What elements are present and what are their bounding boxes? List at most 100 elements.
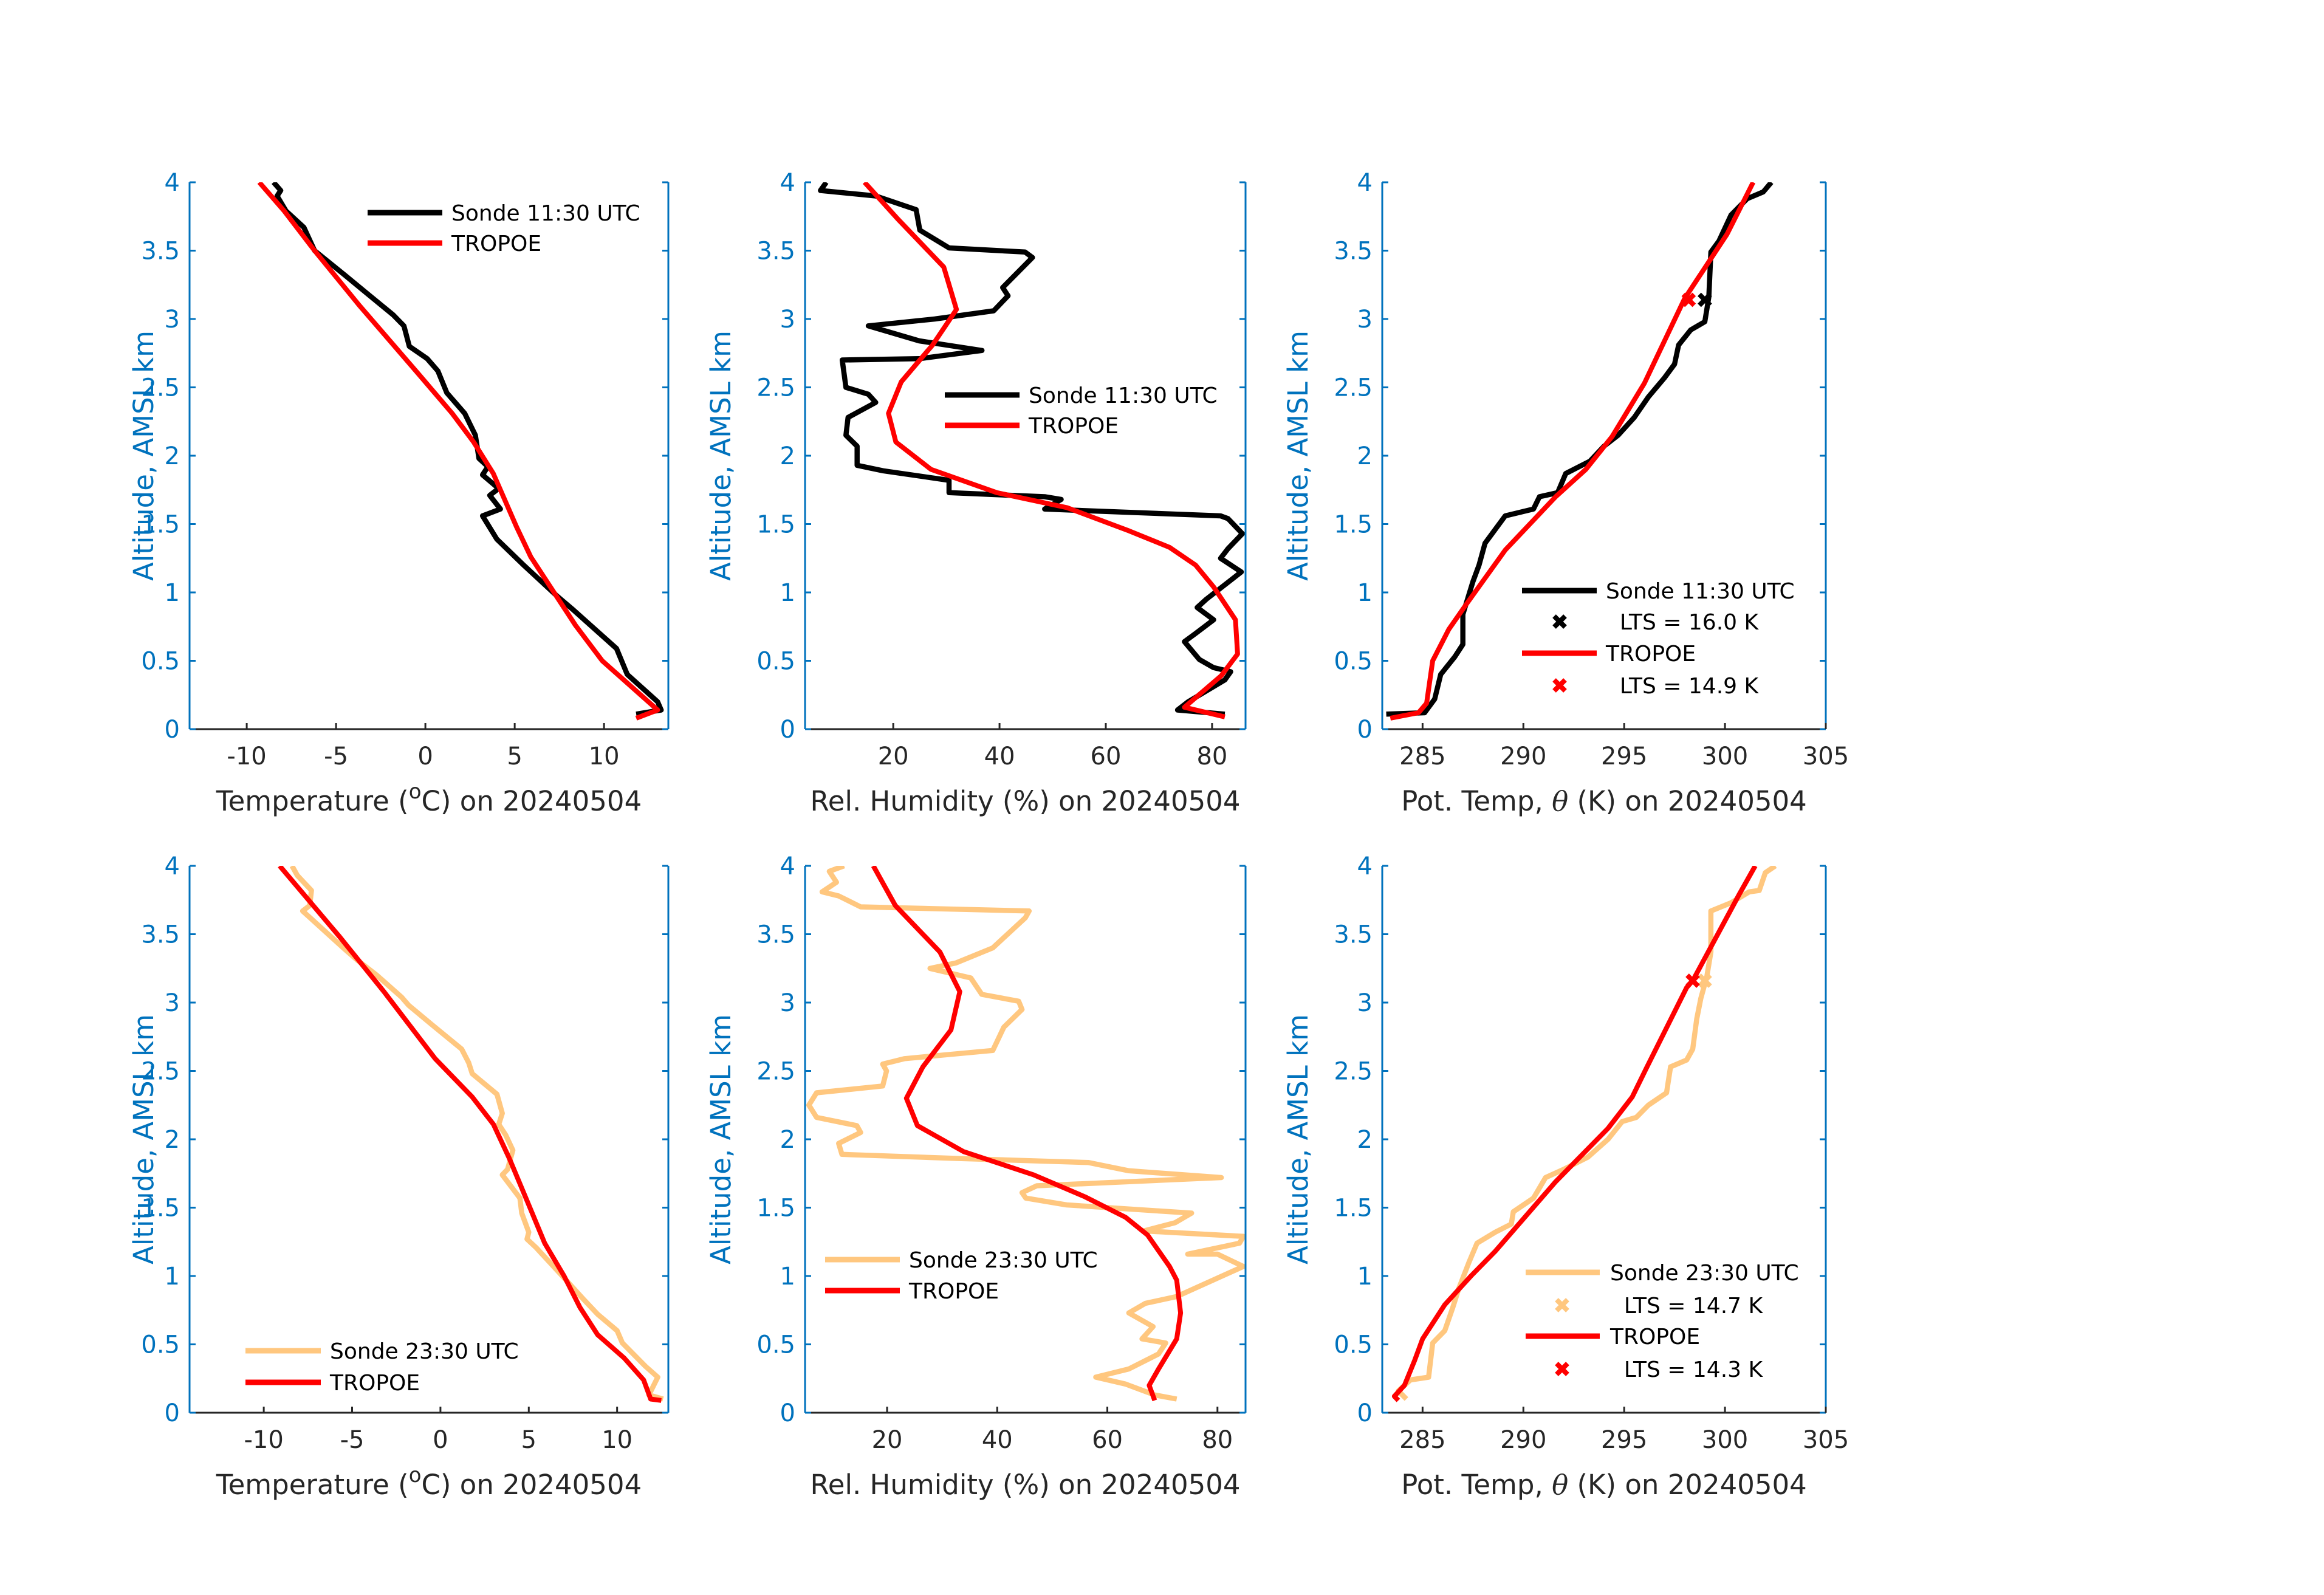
- y-axis-label: Altitude, AMSL km: [705, 1014, 737, 1264]
- y-tick-label: 3: [1357, 989, 1373, 1017]
- x-axis-label-part: C) on 20240504: [422, 1469, 642, 1501]
- x-axis-label-part: Temperature (: [216, 785, 409, 817]
- y-tick-label: 1: [780, 579, 795, 607]
- x-tick-label: 80: [1196, 743, 1227, 770]
- x-tick-label: 60: [1091, 743, 1122, 770]
- subplot-theta-1130: 0 0.5 1 1.5 2 2.5 3 3.5 4 285 290 295 300 305 Pot. Tem…: [1282, 169, 1849, 817]
- y-tick-label: 2: [165, 1126, 180, 1154]
- y-tick-label: 3: [165, 989, 180, 1017]
- y-tick-label: 0: [165, 1399, 180, 1427]
- subplot-theta-2330: 0 0.5 1 1.5 2 2.5 3 3.5 4 285 290 295 300 305 Pot. Tem…: [1282, 852, 1849, 1501]
- y-tick-label: 0.5: [141, 648, 180, 676]
- x-axis-label-part: C) on 20240504: [422, 785, 642, 817]
- x-axis-label-part: Pot. Temp,: [1401, 785, 1552, 817]
- degree-superscript: o: [409, 780, 422, 804]
- x-tick-label: 300: [1702, 743, 1748, 770]
- y-tick-label: 4: [1357, 169, 1373, 197]
- y-tick-label: 0.5: [756, 648, 795, 676]
- x-axis-label: Temperature (oC) on 20240504: [216, 780, 642, 817]
- y-tick-label: 1.5: [756, 511, 795, 539]
- series-line-tropoe: [1390, 182, 1756, 721]
- legend-marker-swatch: [1552, 678, 1567, 693]
- x-tick-label: 40: [982, 1426, 1013, 1454]
- series-group: [278, 866, 664, 1403]
- y-tick-label: 0: [780, 716, 795, 744]
- y-tick-label: 2.5: [756, 1058, 795, 1086]
- series-group: [1386, 182, 1774, 721]
- legend-entry-label: LTS = 14.7 K: [1610, 1294, 1763, 1319]
- x-axis-label-part: Pot. Temp,: [1401, 1469, 1552, 1501]
- legend-entry-label: TROPOE: [1609, 1325, 1700, 1350]
- sonde-lts-marker: [1698, 292, 1712, 307]
- x-tick-label: 0: [433, 1426, 448, 1454]
- subplot-temp-2330: 0 0.5 1 1.5 2 2.5 3 3.5 4 -10 -5 0 5 10 Temperature (o…: [128, 852, 670, 1501]
- legend-entry-label: LTS = 16.0 K: [1606, 610, 1759, 635]
- x-axis-label: Rel. Humidity (%) on 20240504: [811, 1469, 1241, 1501]
- y-tick-label: 0: [165, 716, 180, 744]
- y-tick-label: 4: [780, 169, 795, 197]
- legend-entry-label: LTS = 14.3 K: [1610, 1357, 1763, 1382]
- x-tick-label: 20: [878, 743, 909, 770]
- y-tick-label: 2: [1357, 1126, 1373, 1154]
- x-axis-label-part: (K) on 20240504: [1568, 1469, 1807, 1501]
- y-tick-label: 2.5: [1334, 1058, 1373, 1086]
- y-tick-label: 2.5: [1334, 374, 1373, 402]
- legend-entry-label: TROPOE: [329, 1371, 420, 1396]
- y-tick-label: 1.5: [1334, 1195, 1373, 1223]
- y-tick-label: 0: [780, 1399, 795, 1427]
- y-tick-label: 2: [165, 442, 180, 470]
- legend-entry-label: Sonde 11:30 UTC: [451, 201, 640, 226]
- sonde-lts-marker: [1698, 973, 1712, 988]
- legend-entry-label: Sonde 23:30 UTC: [1610, 1261, 1799, 1286]
- y-tick-label: 1: [165, 1263, 180, 1291]
- legend-entry-label: Sonde 23:30 UTC: [909, 1248, 1098, 1273]
- tropoe-lts-marker: [1685, 973, 1700, 988]
- y-tick-label: 1.5: [756, 1195, 795, 1223]
- y-tick-label: 1: [1357, 579, 1373, 607]
- legend-marker-swatch: [1555, 1362, 1569, 1376]
- x-tick-label: 285: [1399, 743, 1445, 770]
- x-tick-label: 10: [602, 1426, 632, 1454]
- y-axis-label: Altitude, AMSL km: [1282, 331, 1314, 581]
- series-group: [818, 182, 1246, 719]
- y-tick-label: 3.5: [141, 238, 180, 266]
- x-axis-label-part: Temperature (: [216, 1469, 409, 1501]
- y-tick-label: 0: [1357, 1399, 1373, 1427]
- legend-entry-label: LTS = 14.9 K: [1606, 674, 1759, 699]
- x-tick-label: -5: [340, 1426, 365, 1454]
- y-tick-label: 3: [780, 306, 795, 334]
- legend: Sonde 11:30 UTC TROPOE: [368, 201, 640, 256]
- x-axis-label: Pot. Temp, θ (K) on 20240504: [1401, 785, 1807, 817]
- y-tick-label: 0: [1357, 716, 1373, 744]
- tropoe-lts-marker: [1681, 292, 1696, 307]
- x-tick-label: -10: [227, 743, 266, 770]
- series-line-tropoe: [257, 182, 660, 721]
- x-tick-label: 300: [1702, 1426, 1748, 1454]
- series-group: [257, 182, 664, 721]
- subplot-rh-1130: 0 0.5 1 1.5 2 2.5 3 3.5 4 20 40 60 80 Rel. Humidity (…: [705, 169, 1247, 817]
- legend-marker-swatch: [1555, 1298, 1569, 1312]
- y-tick-label: 3.5: [1334, 238, 1373, 266]
- series-group: [806, 866, 1246, 1402]
- x-axis-label: Pot. Temp, θ (K) on 20240504: [1401, 1469, 1807, 1501]
- legend-entry-label: Sonde 11:30 UTC: [1029, 383, 1218, 408]
- x-tick-label: -10: [244, 1426, 283, 1454]
- legend: Sonde 23:30 UTC TROPOE: [245, 1339, 519, 1396]
- y-tick-label: 1.5: [1334, 511, 1373, 539]
- subplot-temp-1130: 0 0.5 1 1.5 2 2.5 3 3.5 4 -10 -5 0 5 10 Temperature (o…: [128, 169, 670, 817]
- y-tick-label: 1: [780, 1263, 795, 1291]
- series-line-tropoe: [871, 866, 1184, 1402]
- x-tick-label: 20: [872, 1426, 903, 1454]
- y-tick-label: 3: [1357, 306, 1373, 334]
- legend-entry-label: TROPOE: [1605, 642, 1696, 667]
- x-tick-label: 285: [1399, 1426, 1445, 1454]
- y-tick-label: 1.5: [141, 1195, 180, 1223]
- y-tick-label: 1.5: [141, 511, 180, 539]
- y-tick-label: 2.5: [141, 1058, 180, 1086]
- y-tick-label: 0.5: [1334, 1331, 1373, 1359]
- y-tick-label: 2: [1357, 442, 1373, 470]
- x-tick-label: 295: [1601, 1426, 1647, 1454]
- legend: Sonde 11:30 UTC LTS = 16.0 K TROPOE LTS =…: [1522, 579, 1795, 699]
- y-axis-label: Altitude, AMSL km: [1282, 1014, 1314, 1264]
- y-tick-label: 4: [780, 852, 795, 880]
